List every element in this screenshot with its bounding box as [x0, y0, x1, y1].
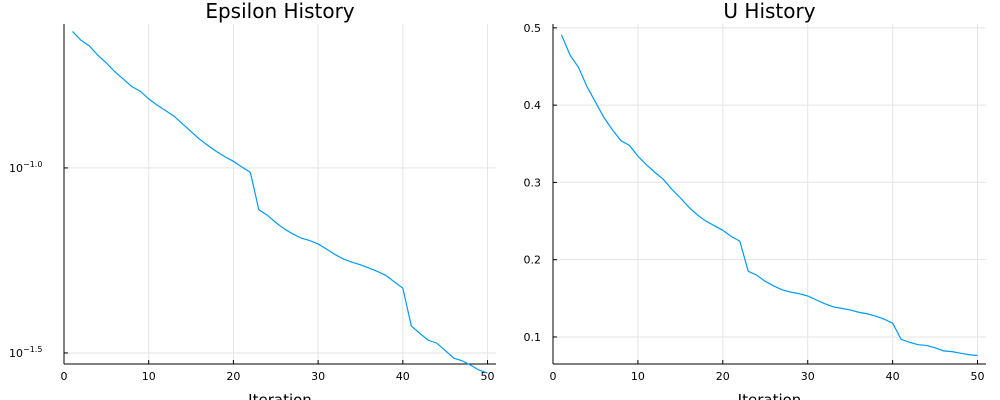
x-axis-label: Iteration: [248, 391, 312, 400]
x-tick-label: 20: [226, 370, 240, 383]
x-axis-label: Iteration: [738, 391, 802, 400]
x-tick-label: 40: [886, 370, 900, 383]
chart-title: U History: [723, 0, 815, 23]
chart-title: Epsilon History: [205, 0, 354, 23]
x-tick-label: 30: [801, 370, 815, 383]
y-tick-label: 0.4: [524, 99, 542, 112]
epsilon-history-chart: 0 10 20 30 40 50 10−1.0 10−1.5 Epsilon History It…: [9, 0, 496, 400]
u-history-chart: 0 10 20 30 40 50 0.1 0.2 0.3 0.4 0.5 U History Itera…: [524, 0, 986, 400]
x-tick-label: 10: [631, 370, 645, 383]
x-tick-label: 50: [481, 370, 495, 383]
y-tick-label: 0.5: [524, 22, 542, 35]
x-tick-label: 50: [971, 370, 985, 383]
y-tick-label: 0.1: [524, 331, 542, 344]
x-tick-label: 10: [142, 370, 156, 383]
y-tick-label: 10−1.0: [9, 160, 42, 175]
x-tick-label: 30: [311, 370, 325, 383]
x-tick-label: 0: [61, 370, 68, 383]
series-line: [72, 31, 488, 374]
series-line: [560, 34, 978, 357]
y-tick-label: 10−1.5: [9, 345, 42, 360]
y-tick-label: 0.2: [524, 254, 542, 267]
x-tick-label: 20: [716, 370, 730, 383]
y-tick-label: 0.3: [524, 176, 542, 189]
x-tick-label: 0: [550, 370, 557, 383]
x-tick-label: 40: [396, 370, 410, 383]
